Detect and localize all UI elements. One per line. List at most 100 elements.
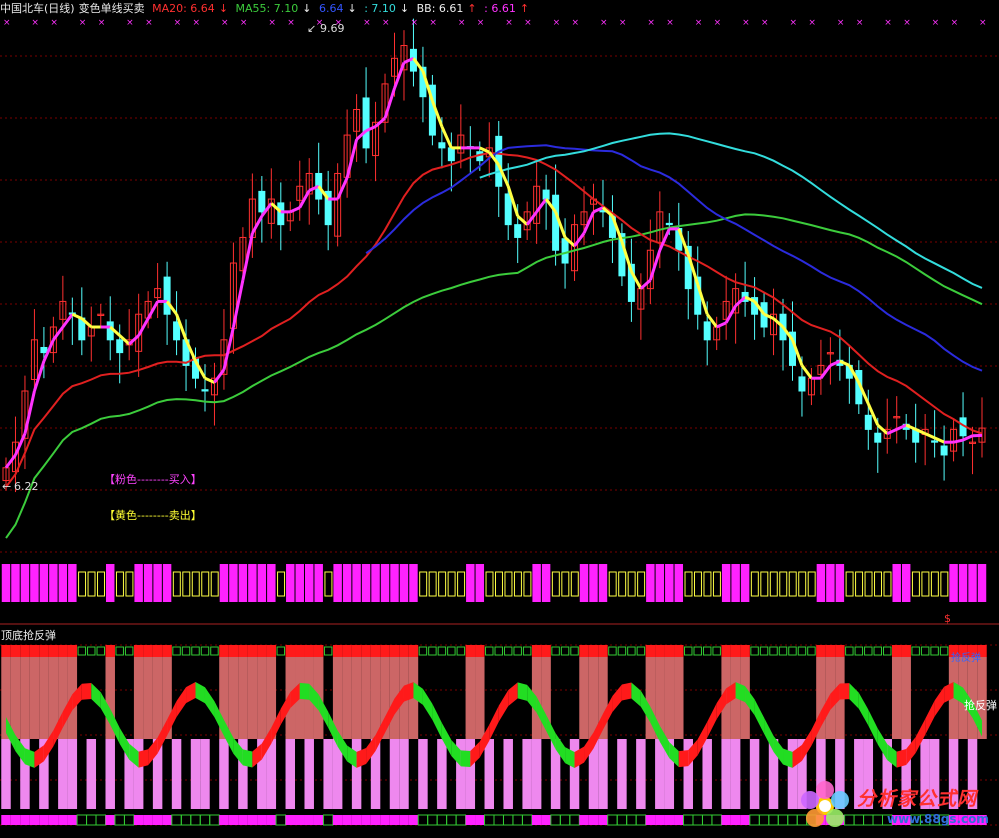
oscillator-segment [602, 696, 613, 730]
lower-band [285, 739, 296, 809]
oscillator-segment [100, 692, 111, 725]
top-green-box [750, 646, 759, 656]
top-green-box [864, 646, 873, 656]
candle-body [571, 224, 579, 272]
bottom-strip [635, 814, 647, 826]
bottom-strip [67, 815, 78, 825]
oscillator-segment [688, 739, 698, 767]
candle-body [447, 147, 455, 162]
top-marker: × [742, 18, 750, 28]
bottom-strip [493, 814, 504, 826]
top-green-box [873, 646, 883, 656]
bottom-strip [626, 814, 637, 826]
lower-band [257, 739, 267, 809]
chart-header: 中国北车(日线) 变色单线买卖 MA20: 6.64 ↓ MA55: 7.10 ↓ 6… [0, 0, 999, 18]
bottom-strip [579, 815, 589, 825]
top-marker: × [600, 18, 608, 28]
bottom-strip [1, 815, 11, 825]
signal-line-segment [554, 211, 567, 238]
top-green-box [124, 646, 134, 656]
buy-bar [1, 564, 11, 602]
bottom-strip [95, 814, 106, 826]
top-red-strip [579, 645, 589, 657]
signal-line-segment [4, 454, 17, 469]
oscillator-segment [925, 700, 935, 735]
oscillator-segment [347, 745, 357, 768]
candle-body [627, 263, 635, 302]
candle-body [722, 300, 730, 320]
sell-bar [438, 571, 447, 597]
top-red-strip [313, 645, 324, 657]
candle-body [940, 445, 948, 456]
sell-bar [277, 571, 286, 597]
signal-line-segment [686, 254, 700, 285]
top-marker: × [477, 18, 485, 28]
line6-value: : 6.61 [484, 2, 516, 15]
lower-band [835, 739, 845, 809]
lower-band [484, 739, 494, 809]
signal-line-segment [601, 206, 614, 218]
signal-line-segment [905, 423, 917, 431]
lower-band [550, 739, 561, 809]
bottom-strip [238, 815, 248, 825]
top-red-strip [257, 645, 267, 657]
bottom-strip [257, 815, 267, 825]
top-red-strip [162, 645, 172, 657]
signal-line-segment [886, 428, 898, 436]
oscillator-segment [792, 744, 802, 768]
oscillator-segment [356, 748, 367, 768]
top-marker: × [316, 18, 324, 28]
candle-body [353, 108, 361, 132]
flower-logo-icon [801, 781, 849, 827]
oscillator-segment [157, 719, 168, 754]
oscillator-segment [53, 711, 63, 747]
bottom-strip [322, 814, 334, 826]
top-marker: × [287, 18, 295, 28]
buy-bar [257, 564, 267, 602]
candle-body [561, 238, 569, 264]
candle-body [59, 300, 67, 320]
signal-line-segment [857, 381, 870, 405]
ma20-line [5, 151, 983, 488]
oscillator-segment [91, 682, 101, 709]
candle-body [514, 224, 522, 238]
signal-line-segment [194, 360, 207, 379]
oscillator-segment [735, 682, 746, 703]
oscillator-segment [62, 694, 73, 728]
sell-bar [419, 571, 428, 597]
lower-band [522, 739, 532, 809]
oscillator-segment [167, 700, 177, 736]
sell-bar [921, 571, 930, 597]
oscillator-segment [546, 714, 556, 750]
candle-body [817, 364, 825, 375]
lower-band [967, 739, 978, 809]
lower-band [399, 739, 409, 809]
signal-line-segment [241, 232, 254, 281]
bottom-strip [958, 815, 968, 825]
lower-panel-tag: 抢反弹 [951, 653, 981, 664]
signal-line-segment [620, 241, 633, 273]
bottom-strip [342, 815, 352, 825]
bottom-strip [304, 815, 314, 825]
top-green-box [920, 646, 930, 656]
oscillator-segment [366, 735, 376, 765]
top-green-box [172, 646, 181, 656]
sell-bar [637, 571, 646, 597]
top-marker: × [174, 18, 182, 28]
bottom-strip [730, 815, 741, 825]
oscillator-segment [138, 749, 149, 768]
buy-bar [371, 564, 380, 602]
top-green-box [608, 646, 617, 656]
dollar-marker: $ [944, 612, 951, 625]
sell-bar [911, 571, 920, 597]
signal-line-segment [298, 189, 311, 209]
watermark: 分析家公式网 www.88gs.com [795, 778, 995, 834]
top-green-box [797, 646, 807, 656]
buy-bar [949, 564, 958, 602]
signal-line-segment [763, 312, 775, 320]
oscillator-segment [887, 744, 897, 768]
signal-line-segment [525, 210, 538, 226]
buy-bar [333, 564, 342, 602]
candle-body [874, 432, 882, 443]
top-red-strip [835, 645, 845, 657]
